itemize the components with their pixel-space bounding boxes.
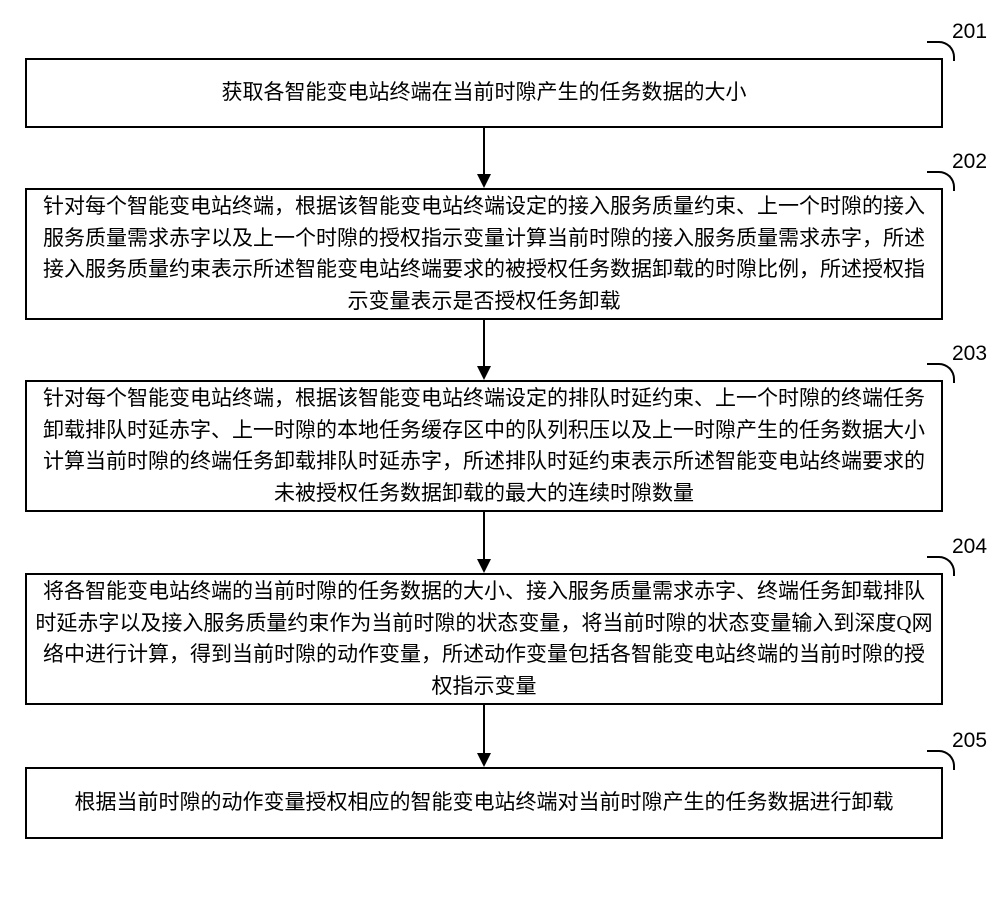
flowchart-canvas: 获取各智能变电站终端在当前时隙产生的任务数据的大小 201 针对每个智能变电站终… bbox=[0, 0, 1000, 898]
flow-arrow bbox=[484, 512, 485, 573]
flow-node-205: 根据当前时隙的动作变量授权相应的智能变电站终端对当前时隙产生的任务数据进行卸载 bbox=[25, 767, 943, 839]
flow-node-label-204: 204 bbox=[952, 535, 987, 559]
flow-arrow bbox=[484, 128, 485, 188]
flow-arrow bbox=[484, 705, 485, 767]
flow-node-label-202: 202 bbox=[952, 150, 987, 174]
flow-arrow bbox=[484, 320, 485, 380]
label-leader-202 bbox=[927, 171, 955, 191]
label-leader-205 bbox=[927, 750, 955, 770]
label-leader-201 bbox=[927, 41, 955, 61]
flow-node-text: 获取各智能变电站终端在当前时隙产生的任务数据的大小 bbox=[222, 77, 747, 109]
flow-node-text: 根据当前时隙的动作变量授权相应的智能变电站终端对当前时隙产生的任务数据进行卸载 bbox=[75, 787, 894, 819]
flow-node-text: 针对每个智能变电站终端，根据该智能变电站终端设定的排队时延约束、上一个时隙的终端… bbox=[35, 383, 933, 509]
flow-node-202: 针对每个智能变电站终端，根据该智能变电站终端设定的接入服务质量约束、上一个时隙的… bbox=[25, 188, 943, 320]
flow-node-text: 针对每个智能变电站终端，根据该智能变电站终端设定的接入服务质量约束、上一个时隙的… bbox=[35, 191, 933, 317]
flow-node-203: 针对每个智能变电站终端，根据该智能变电站终端设定的排队时延约束、上一个时隙的终端… bbox=[25, 380, 943, 512]
flow-node-label-201: 201 bbox=[952, 20, 987, 44]
flow-node-label-203: 203 bbox=[952, 342, 987, 366]
flow-node-text: 将各智能变电站终端的当前时隙的任务数据的大小、接入服务质量需求赤字、终端任务卸载… bbox=[35, 576, 933, 702]
label-leader-204 bbox=[927, 556, 955, 576]
flow-node-204: 将各智能变电站终端的当前时隙的任务数据的大小、接入服务质量需求赤字、终端任务卸载… bbox=[25, 573, 943, 705]
label-leader-203 bbox=[927, 363, 955, 383]
flow-node-201: 获取各智能变电站终端在当前时隙产生的任务数据的大小 bbox=[25, 58, 943, 128]
flow-node-label-205: 205 bbox=[952, 729, 987, 753]
